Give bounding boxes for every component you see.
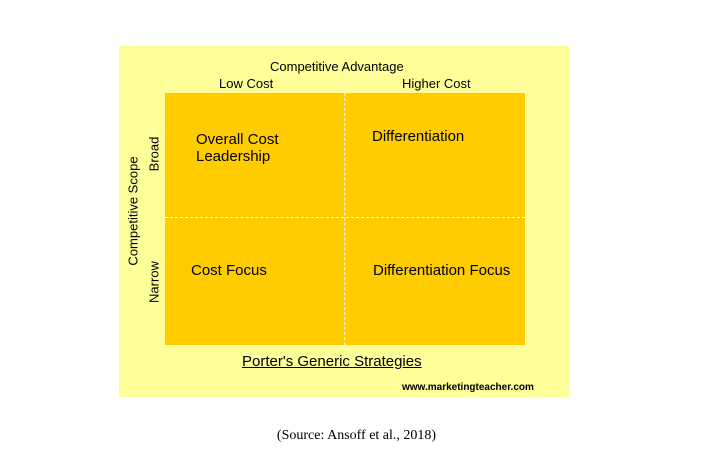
source-caption: (Source: Ansoff et al., 2018) bbox=[276, 428, 437, 443]
porter-diagram: Competitive Advantage Low Cost Higher Co… bbox=[119, 46, 569, 397]
website-label: www.marketingteacher.com bbox=[402, 382, 534, 393]
row-axis-label: Competitive Scope bbox=[125, 156, 141, 266]
row-label-broad: Broad bbox=[146, 136, 162, 172]
cell-differentiation-focus: Differentiation Focus bbox=[373, 262, 511, 279]
cell-cost-focus: Cost Focus bbox=[191, 262, 267, 279]
row-label-narrow: Narrow bbox=[146, 261, 162, 303]
footer-title: Porter's Generic Strategies bbox=[242, 353, 422, 370]
cell-differentiation: Differentiation bbox=[372, 128, 465, 145]
cell-overall-cost-leadership: Overall Cost Leadership bbox=[196, 131, 279, 165]
diagram-title: Competitive Advantage bbox=[270, 59, 404, 74]
vertical-divider bbox=[344, 93, 346, 345]
horizontal-divider bbox=[165, 217, 525, 218]
column-label-low-cost: Low Cost bbox=[219, 76, 274, 91]
column-label-higher-cost: Higher Cost bbox=[402, 76, 471, 91]
strategy-grid: Overall Cost Leadership Differentiation … bbox=[165, 93, 525, 345]
